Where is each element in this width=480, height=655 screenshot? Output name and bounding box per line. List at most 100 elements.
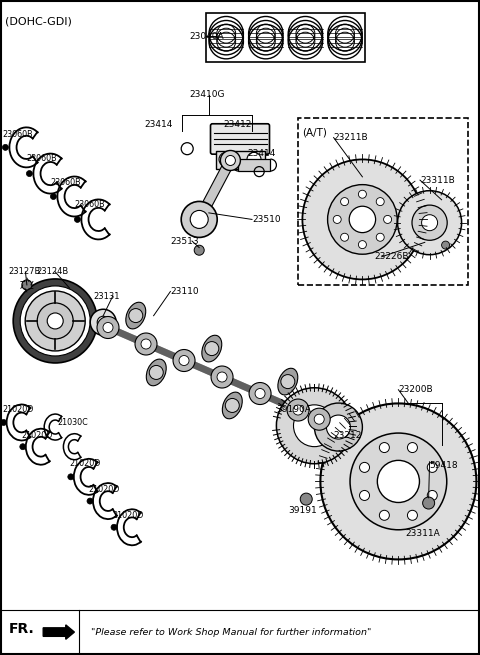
Text: 23226B: 23226B xyxy=(374,252,409,261)
Text: 39190A: 39190A xyxy=(276,405,311,414)
Circle shape xyxy=(74,216,80,223)
Circle shape xyxy=(384,215,392,223)
Text: 23060B: 23060B xyxy=(2,130,33,139)
Circle shape xyxy=(219,153,233,166)
Text: 23124B: 23124B xyxy=(36,267,68,276)
Bar xyxy=(298,118,468,285)
Circle shape xyxy=(211,366,233,388)
Circle shape xyxy=(341,198,348,206)
Text: 21030C: 21030C xyxy=(58,418,88,427)
Circle shape xyxy=(321,403,476,559)
Circle shape xyxy=(220,151,240,170)
Circle shape xyxy=(314,414,324,424)
Circle shape xyxy=(376,198,384,206)
Circle shape xyxy=(47,313,63,329)
Text: 23311A: 23311A xyxy=(406,529,440,538)
Circle shape xyxy=(25,291,85,351)
Circle shape xyxy=(326,415,350,439)
Circle shape xyxy=(68,474,74,480)
Circle shape xyxy=(308,408,330,430)
Circle shape xyxy=(22,280,32,290)
Circle shape xyxy=(412,205,447,240)
Text: 23414: 23414 xyxy=(144,120,172,129)
FancyArrow shape xyxy=(43,625,74,639)
Circle shape xyxy=(377,460,420,502)
Circle shape xyxy=(2,144,8,151)
Circle shape xyxy=(397,191,462,255)
Circle shape xyxy=(360,491,370,500)
Text: 23200B: 23200B xyxy=(398,385,433,394)
Text: 23131: 23131 xyxy=(94,291,120,301)
Circle shape xyxy=(427,462,437,472)
Circle shape xyxy=(97,316,119,339)
Text: 23060B: 23060B xyxy=(50,178,81,187)
Ellipse shape xyxy=(278,368,298,395)
Circle shape xyxy=(427,491,437,500)
Text: 23040A: 23040A xyxy=(190,31,224,41)
Circle shape xyxy=(97,316,109,328)
Circle shape xyxy=(103,322,113,333)
Circle shape xyxy=(327,185,397,254)
Circle shape xyxy=(276,388,352,464)
Circle shape xyxy=(37,303,73,339)
Circle shape xyxy=(225,398,240,413)
Ellipse shape xyxy=(146,359,166,386)
Text: FR.: FR. xyxy=(9,622,35,636)
Ellipse shape xyxy=(126,302,146,329)
Circle shape xyxy=(26,170,32,177)
Text: 21020D: 21020D xyxy=(113,511,144,520)
Text: 59418: 59418 xyxy=(430,460,458,470)
Circle shape xyxy=(181,202,217,237)
Circle shape xyxy=(194,245,204,255)
Circle shape xyxy=(422,497,435,509)
Circle shape xyxy=(226,155,235,166)
Text: 39191: 39191 xyxy=(288,506,317,515)
FancyBboxPatch shape xyxy=(211,124,269,154)
Text: 23060B: 23060B xyxy=(26,154,57,163)
Circle shape xyxy=(376,233,384,241)
Ellipse shape xyxy=(222,392,242,419)
Circle shape xyxy=(135,333,157,355)
Polygon shape xyxy=(195,158,235,222)
Text: (A/T): (A/T) xyxy=(302,128,327,138)
Circle shape xyxy=(359,190,366,198)
Circle shape xyxy=(173,350,195,371)
Circle shape xyxy=(379,443,389,453)
Circle shape xyxy=(300,493,312,505)
Text: 23060B: 23060B xyxy=(74,200,105,209)
Circle shape xyxy=(287,399,309,421)
Circle shape xyxy=(255,388,265,398)
Circle shape xyxy=(302,159,422,280)
Circle shape xyxy=(359,240,366,249)
Text: 21020D: 21020D xyxy=(89,485,120,495)
Bar xyxy=(216,151,264,169)
Circle shape xyxy=(314,403,362,451)
Circle shape xyxy=(360,462,370,472)
Text: 23412: 23412 xyxy=(223,120,252,129)
Circle shape xyxy=(129,309,143,322)
Circle shape xyxy=(421,215,438,231)
Circle shape xyxy=(179,356,189,365)
Text: 23410G: 23410G xyxy=(190,90,225,100)
Text: 23311B: 23311B xyxy=(420,176,455,185)
Text: 23211B: 23211B xyxy=(334,133,368,142)
Text: 23414: 23414 xyxy=(247,149,276,159)
Text: 23510: 23510 xyxy=(252,215,281,224)
Circle shape xyxy=(90,309,116,335)
Text: (DOHC-GDI): (DOHC-GDI) xyxy=(5,16,72,26)
Circle shape xyxy=(293,405,336,447)
Circle shape xyxy=(408,510,418,520)
Ellipse shape xyxy=(202,335,222,362)
Text: 23513: 23513 xyxy=(170,236,199,246)
Circle shape xyxy=(149,365,163,379)
Circle shape xyxy=(408,443,418,453)
Text: 23110: 23110 xyxy=(170,287,199,296)
Bar xyxy=(206,13,365,62)
Circle shape xyxy=(442,241,450,249)
Circle shape xyxy=(20,286,90,356)
Circle shape xyxy=(111,524,117,531)
Circle shape xyxy=(50,193,57,200)
Circle shape xyxy=(333,215,341,223)
Circle shape xyxy=(379,510,389,520)
Circle shape xyxy=(20,443,26,450)
